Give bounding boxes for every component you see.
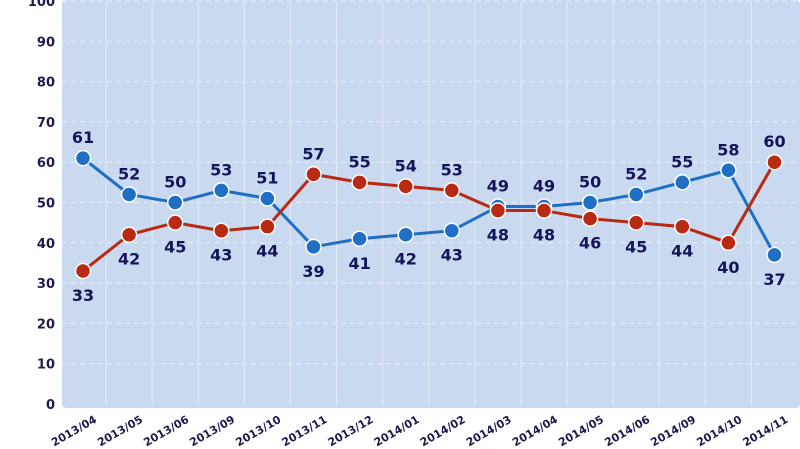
y-tick-label: 50 bbox=[37, 197, 55, 212]
x-tick-label: 2014/05 bbox=[556, 413, 606, 449]
y-tick-label: 80 bbox=[37, 76, 55, 91]
data-point bbox=[397, 178, 414, 195]
y-tick-label: 70 bbox=[37, 116, 55, 131]
data-label: 49 bbox=[487, 177, 509, 196]
data-label: 43 bbox=[441, 246, 463, 265]
x-tick-label: 2013/11 bbox=[280, 413, 330, 449]
data-label: 52 bbox=[625, 164, 647, 183]
data-label: 37 bbox=[763, 270, 785, 289]
data-point bbox=[120, 186, 138, 203]
data-point bbox=[305, 166, 322, 183]
y-tick-label: 0 bbox=[46, 398, 55, 413]
data-point bbox=[766, 246, 783, 264]
data-point bbox=[259, 218, 276, 235]
data-label: 48 bbox=[487, 226, 509, 245]
data-label: 46 bbox=[579, 234, 601, 253]
data-label: 53 bbox=[441, 160, 463, 179]
x-tick-label: 2014/11 bbox=[741, 413, 791, 449]
data-point bbox=[720, 162, 737, 179]
data-label: 44 bbox=[256, 242, 278, 261]
data-label: 39 bbox=[302, 262, 324, 281]
series-points bbox=[74, 149, 783, 280]
data-point bbox=[627, 186, 645, 203]
data-label: 54 bbox=[395, 156, 417, 175]
x-tick-label: 2013/04 bbox=[49, 413, 99, 449]
data-label: 42 bbox=[395, 250, 417, 269]
y-tick-label: 100 bbox=[28, 0, 55, 10]
y-tick-label: 30 bbox=[37, 277, 55, 292]
x-tick-label: 2013/09 bbox=[187, 413, 237, 449]
data-point bbox=[443, 222, 461, 239]
data-label: 43 bbox=[210, 246, 232, 265]
x-tick-label: 2014/01 bbox=[372, 413, 422, 449]
data-point bbox=[259, 190, 276, 207]
data-label: 58 bbox=[717, 140, 739, 159]
y-tick-label: 90 bbox=[37, 35, 55, 50]
data-point bbox=[305, 238, 322, 256]
data-labels: 61 52 50 53 51 39 41 42 43 49 49 50 52 55 58 37 33 42 45 43… bbox=[72, 128, 786, 305]
data-label: 55 bbox=[671, 152, 693, 171]
y-axis: 0 10 20 30 40 50 60 70 80 90 100 bbox=[28, 0, 55, 413]
data-label: 55 bbox=[348, 152, 370, 171]
data-point bbox=[489, 202, 507, 219]
data-point bbox=[351, 174, 368, 191]
data-label: 61 bbox=[72, 128, 94, 147]
data-point bbox=[166, 194, 184, 211]
data-point bbox=[120, 226, 138, 243]
data-point bbox=[74, 149, 92, 167]
data-point bbox=[766, 153, 783, 171]
x-axis: 2013/042013/052013/062013/092013/102013/… bbox=[49, 413, 790, 449]
data-label: 40 bbox=[717, 258, 739, 277]
data-label: 60 bbox=[763, 132, 785, 151]
data-label: 50 bbox=[164, 173, 186, 192]
data-label: 42 bbox=[118, 250, 140, 269]
x-tick-label: 2014/03 bbox=[464, 413, 514, 449]
data-label: 48 bbox=[533, 226, 555, 245]
x-tick-label: 2013/10 bbox=[234, 413, 284, 449]
x-tick-label: 2013/06 bbox=[141, 413, 191, 449]
series-line-0 bbox=[82, 156, 776, 256]
data-label: 44 bbox=[671, 242, 693, 261]
x-tick-label: 2014/06 bbox=[602, 413, 652, 449]
data-label: 57 bbox=[302, 144, 324, 163]
data-label: 41 bbox=[348, 254, 370, 273]
plot-area bbox=[62, 0, 800, 408]
x-tick-label: 2013/12 bbox=[326, 413, 376, 449]
data-point bbox=[213, 222, 230, 239]
data-point bbox=[351, 230, 368, 248]
y-tick-label: 60 bbox=[37, 156, 55, 171]
data-point bbox=[397, 226, 414, 243]
data-point bbox=[581, 194, 599, 211]
data-point bbox=[720, 234, 737, 252]
data-label: 53 bbox=[210, 160, 232, 179]
data-label: 33 bbox=[72, 286, 94, 305]
data-label: 50 bbox=[579, 173, 601, 192]
data-label: 45 bbox=[164, 238, 186, 257]
x-tick-label: 2013/05 bbox=[95, 413, 145, 449]
series-line-1 bbox=[82, 161, 776, 273]
y-tick-label: 10 bbox=[37, 358, 55, 373]
data-point bbox=[674, 218, 691, 235]
x-tick-label: 2014/02 bbox=[418, 413, 468, 449]
data-point bbox=[213, 182, 230, 199]
x-tick-label: 2014/04 bbox=[510, 413, 560, 449]
y-tick-label: 20 bbox=[37, 317, 55, 332]
data-label: 51 bbox=[256, 168, 278, 187]
data-point bbox=[74, 262, 92, 280]
data-point bbox=[443, 182, 461, 199]
data-label: 52 bbox=[118, 164, 140, 183]
data-point bbox=[166, 214, 184, 231]
data-point bbox=[674, 174, 691, 191]
data-point bbox=[581, 210, 599, 227]
x-tick-label: 2014/10 bbox=[695, 413, 745, 449]
data-point bbox=[535, 202, 553, 219]
series-lines bbox=[82, 156, 776, 273]
x-tick-label: 2014/09 bbox=[648, 413, 698, 449]
data-point bbox=[627, 214, 645, 231]
data-label: 45 bbox=[625, 238, 647, 257]
data-label: 49 bbox=[533, 177, 555, 196]
y-tick-label: 40 bbox=[37, 237, 55, 252]
